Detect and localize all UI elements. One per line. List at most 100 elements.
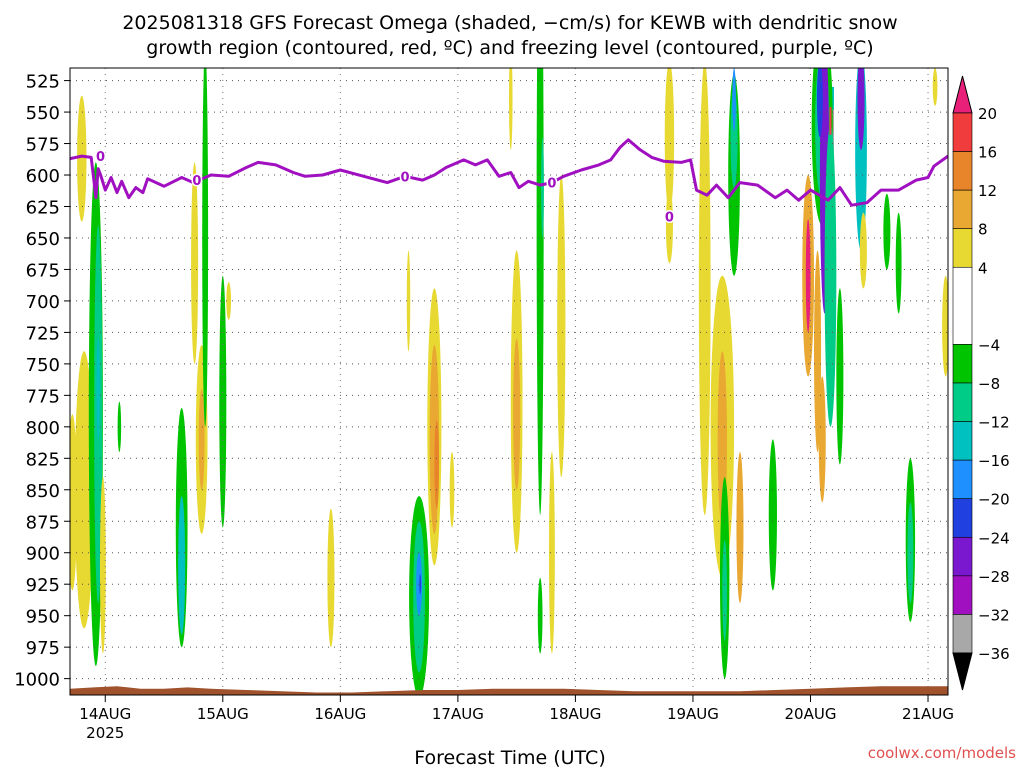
terrain-fill [70, 686, 948, 695]
omega-cell [509, 68, 513, 150]
x-tick-label: 19AUG [667, 705, 719, 723]
x-tick-label: 15AUG [197, 705, 249, 723]
colorbar-label: 20 [978, 105, 997, 123]
omega-cell [178, 496, 186, 635]
omega-cell [449, 452, 455, 528]
omega-cell [732, 68, 736, 131]
omega-cell [859, 212, 867, 289]
x-tick-label: 18AUG [549, 705, 601, 723]
omega-cell [191, 162, 199, 364]
freezing-level-label: 0 [400, 170, 409, 185]
chart-title-line2: growth region (contoured, red, ºC) and f… [146, 37, 873, 59]
colorbar-cap-bottom [952, 652, 973, 691]
omega-cell [77, 95, 87, 222]
colorbar-label: −36 [978, 645, 1010, 663]
omega-cell [665, 187, 673, 264]
omega-cell [99, 477, 106, 654]
omega-cell [836, 288, 844, 465]
colorbar-band [952, 266, 973, 345]
omega-cell [219, 275, 227, 528]
x-tick-label: 16AUG [314, 705, 366, 723]
y-tick-label: 875 [26, 512, 60, 533]
colorbar-band [952, 459, 973, 500]
y-tick-label: 775 [26, 386, 60, 407]
omega-cell [932, 68, 938, 106]
colorbar-band [952, 575, 973, 615]
chart-title-line1: 2025081318 GFS Forecast Omega (shaded, −… [122, 12, 897, 34]
y-tick-label: 625 [26, 197, 60, 218]
y-tick-label: 675 [26, 260, 60, 281]
omega-cell [805, 219, 811, 333]
x-tick-label: 17AUG [432, 705, 484, 723]
colorbar-band [952, 228, 973, 268]
colorbar-label: −28 [978, 568, 1010, 586]
y-tick-label: 550 [26, 103, 60, 124]
colorbar-label: −32 [978, 606, 1010, 624]
omega-cell [226, 282, 232, 320]
omega-cell [74, 351, 94, 629]
colorbar-band [952, 382, 973, 422]
y-tick-label: 650 [26, 229, 60, 250]
colorbar-band [952, 189, 973, 230]
plot-frame [69, 67, 949, 696]
freezing-level-label: 0 [192, 174, 201, 189]
y-tick-label: 975 [26, 638, 60, 659]
omega-cell [434, 420, 440, 509]
omega-cell [198, 389, 205, 490]
y-tick-label: 950 [26, 607, 60, 628]
omega-cell [857, 68, 865, 150]
watermark: coolwx.com/models [868, 744, 1016, 762]
omega-cell [202, 68, 209, 427]
colorbar-label: 4 [978, 259, 988, 277]
y-tick-label: 850 [26, 481, 60, 502]
omega-cell [548, 452, 555, 654]
colorbar-band [952, 421, 973, 461]
freezing-level-label: 0 [665, 211, 674, 226]
omega-cell [537, 577, 543, 654]
colorbar-band [952, 536, 973, 577]
colorbar-label: 12 [978, 182, 997, 200]
omega-cell [722, 540, 728, 641]
omega-cell [768, 439, 777, 591]
y-tick-label: 600 [26, 166, 60, 187]
omega-cell [406, 250, 411, 352]
colorbar-label: −4 [978, 336, 1000, 354]
omega-cell [883, 193, 891, 270]
omega-cell [736, 452, 744, 604]
colorbar-label: −12 [978, 414, 1010, 432]
colorbar-cap-top [952, 75, 973, 114]
x-tick-label: 14AUG [79, 705, 131, 723]
omega-cell [117, 401, 122, 453]
omega-cell [536, 68, 544, 515]
grid-lines [70, 68, 948, 695]
omega-cell [818, 376, 826, 503]
omega-cell [327, 508, 335, 648]
omega-cell [895, 212, 902, 314]
colorbar-label: −16 [978, 452, 1010, 470]
y-axis: 525 550 575 600 625 650 675 700 725 750 775 800 825 8… [14, 72, 70, 691]
freezing-level-label: 0 [547, 177, 556, 192]
y-tick-label: 525 [26, 72, 60, 93]
colorbar-label: −8 [978, 375, 1000, 393]
omega-cell [419, 574, 422, 595]
omega-shading [70, 68, 948, 695]
omega-cell [70, 414, 78, 591]
y-tick-label: 925 [26, 575, 60, 596]
omega-cell [513, 338, 521, 490]
y-tick-label: 1000 [14, 670, 60, 691]
colorbar: 20 16 12 8 4 −4 −8 −12 −16 −20 −24 −28 −32 −36 [952, 75, 1010, 691]
omega-cell [557, 175, 566, 478]
colorbar-label: 16 [978, 144, 997, 162]
colorbar-band [952, 344, 973, 384]
contours: 0 0 0 0 0 [70, 107, 948, 227]
x-axis-label: Forecast Time (UTC) [414, 747, 605, 768]
omega-cell [664, 68, 675, 213]
colorbar-band [952, 151, 973, 191]
colorbar-label: −24 [978, 529, 1010, 547]
omega-cell [541, 137, 544, 238]
x-tick-label: 20AUG [785, 705, 837, 723]
omega-cell [416, 552, 423, 616]
omega-cell [730, 86, 738, 188]
